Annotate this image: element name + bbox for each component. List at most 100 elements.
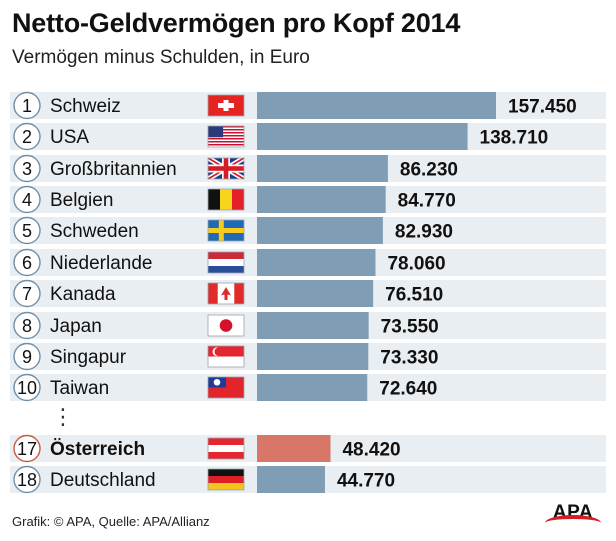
tw-flag-icon (207, 376, 245, 399)
us-flag-part (208, 133, 244, 135)
value-label: 73.550 (381, 317, 439, 338)
bar (257, 155, 388, 182)
be-flag-part (208, 189, 220, 210)
us-flag-icon (207, 125, 245, 148)
us-flag-border (207, 125, 245, 148)
us-flag-part (208, 142, 244, 144)
be-flag-part (220, 189, 232, 210)
us-flag-part (208, 136, 244, 138)
chart-row-6: 6 Niederlande 78.060 (10, 248, 606, 277)
chart-subtitle: Vermögen minus Schulden, in Euro (12, 47, 310, 68)
us-flag-part (208, 138, 244, 140)
us-flag-part (208, 126, 244, 128)
chart-row-1: 1 Schweiz 157.450 (10, 91, 606, 120)
bar (257, 123, 468, 150)
value-label: 138.710 (480, 128, 549, 149)
gb-flag-icon (206, 155, 246, 182)
country-label: Schweiz (50, 96, 121, 117)
bar (257, 217, 383, 244)
be-flag-border (207, 188, 245, 211)
rank-label: 5 (22, 221, 32, 241)
bar (257, 374, 368, 401)
jp-flag-disc (219, 319, 233, 332)
nl-flag-part (208, 259, 244, 266)
rank-circle (13, 122, 41, 151)
ch-flag-part (218, 103, 234, 108)
source-footer: Grafik: © APA, Quelle: APA/Allianz (12, 514, 210, 529)
ch-flag-border (207, 94, 245, 117)
de-flag-part (208, 469, 244, 476)
value-label: 78.060 (387, 254, 445, 275)
bar (257, 186, 386, 213)
rank-label: 3 (22, 159, 32, 179)
at-flag-border (207, 437, 245, 460)
ca-flag-border (207, 282, 245, 305)
bar (257, 466, 325, 493)
us-flag-part (208, 126, 224, 138)
chart-row-4: 4 Belgien 84.770 (10, 185, 606, 214)
rank-label: 17 (17, 439, 37, 459)
bar (257, 312, 369, 339)
us-flag-part (208, 130, 244, 132)
jp-flag-icon (207, 314, 245, 337)
at-flag-part (208, 452, 244, 459)
value-label: 84.770 (398, 191, 456, 212)
value-label: 44.770 (337, 471, 395, 492)
nl-flag-part (208, 252, 244, 259)
chart-row-5: 5 Schweden 82.930 (10, 216, 606, 245)
chart-row-3: 3 Großbritannien 86.230 (10, 154, 606, 183)
nl-flag-icon (207, 251, 245, 274)
chart-row-17: 17 Österreich 48.420 (10, 434, 606, 463)
chart-row-18: 18 Deutschland 44.770 (10, 465, 606, 494)
rank-label: 10 (17, 378, 37, 398)
rank-circle (13, 342, 41, 371)
rank-circle (13, 91, 41, 120)
rank-label: 7 (22, 284, 32, 304)
value-label: 82.930 (395, 222, 453, 243)
us-flag-part (208, 132, 244, 134)
at-flag-part (208, 445, 244, 452)
ca-flag-part (234, 283, 244, 304)
value-label: 48.420 (342, 440, 400, 461)
chart-row-2: 2 USA 138.710 (10, 122, 606, 151)
sg-flag-border (207, 345, 245, 368)
chart-title: Netto-Geldvermögen pro Kopf 2014 (12, 8, 461, 38)
us-flag-part (208, 127, 244, 129)
value-label: 76.510 (385, 285, 443, 306)
sg-flag-part (208, 346, 244, 357)
bar (257, 343, 369, 370)
rank-label: 6 (22, 253, 32, 273)
rank-label: 4 (22, 190, 32, 210)
rank-circle (13, 311, 41, 340)
country-label: Österreich (50, 439, 145, 460)
sg-flag-moon (214, 347, 224, 357)
value-label: 72.640 (379, 379, 437, 400)
sg-flag-icon (207, 345, 245, 368)
country-label: Singapur (50, 347, 127, 368)
us-flag-part (208, 135, 244, 137)
bar (257, 435, 331, 462)
chart-row-9: 9 Singapur 73.330 (10, 342, 606, 371)
be-flag-icon (207, 188, 245, 211)
us-flag-part (208, 129, 244, 131)
at-flag-icon (207, 437, 245, 460)
rank-circle (13, 216, 41, 245)
value-label: 157.450 (508, 97, 577, 118)
at-flag-part (208, 438, 244, 445)
country-label: Taiwan (50, 378, 109, 399)
tw-flag-sun (213, 378, 221, 386)
ca-flag-leaf (221, 287, 231, 300)
country-label: Großbritannien (50, 159, 177, 180)
rank-label: 18 (17, 470, 37, 490)
de-flag-part (208, 476, 244, 483)
jp-flag-border (207, 314, 245, 337)
sg-flag-part (208, 356, 244, 367)
country-label: Japan (50, 316, 102, 337)
nl-flag-border (207, 251, 245, 274)
tw-flag-border (207, 376, 245, 399)
ch-flag-icon (207, 94, 245, 117)
country-label: Niederlande (50, 253, 152, 274)
se-flag-icon (207, 219, 245, 242)
us-flag-part (208, 139, 244, 141)
rank-circle (13, 185, 41, 214)
